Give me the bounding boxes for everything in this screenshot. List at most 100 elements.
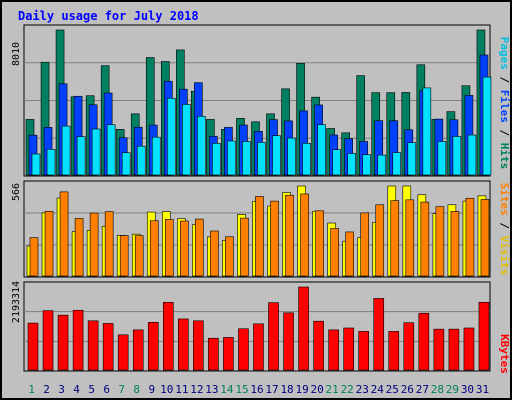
day-label: 22: [341, 383, 354, 396]
middle-sites-bar: [164, 219, 174, 277]
middle-sites-bar: [465, 197, 475, 277]
day-label: 17: [265, 383, 278, 396]
day-label: 11: [175, 383, 188, 396]
day-label: 19: [295, 383, 308, 396]
top-panel-scale-label: 8010: [11, 42, 22, 66]
middle-sites-bar: [255, 196, 264, 277]
top-pages-bar: [151, 136, 161, 176]
day-label: 30: [461, 383, 474, 396]
middle-sites-bar: [315, 210, 324, 277]
middle-sites-bar: [300, 193, 309, 277]
middle-sites-bar: [330, 228, 339, 277]
bottom-kbytes-bar: [448, 328, 460, 371]
top-pages-bar: [136, 145, 146, 176]
middle-sites-bar: [360, 212, 370, 277]
day-label: 28: [431, 383, 444, 396]
middle-sites-bar: [420, 201, 430, 277]
top-pages-bar: [76, 136, 86, 176]
middle-sites-bar: [450, 211, 460, 277]
bottom-kbytes-bar: [478, 301, 490, 371]
middle-sites-bar: [180, 220, 189, 277]
top-pages-bar: [91, 128, 101, 176]
middle-sites-bar: [285, 194, 294, 277]
top-pages-bar: [422, 87, 432, 176]
top-pages-bar: [392, 152, 402, 176]
bottom-kbytes-bar: [147, 322, 159, 371]
middle-sites-bar: [210, 230, 219, 277]
top-panel: [23, 24, 492, 177]
top-pages-bar: [377, 154, 387, 176]
top-panel-legend: Pages / Files / Hits: [498, 37, 511, 170]
day-label: 25: [386, 383, 399, 396]
bottom-kbytes-bar: [102, 323, 114, 371]
legend-part: KBytes: [498, 334, 511, 374]
bottom-panel: [23, 281, 491, 372]
day-label: 15: [235, 383, 248, 396]
bottom-kbytes-bar: [193, 320, 204, 371]
bottom-kbytes-bar: [358, 331, 370, 371]
legend-part: Files: [498, 90, 511, 123]
day-label: 9: [148, 383, 155, 396]
middle-sites-bar: [375, 204, 385, 277]
top-pages-bar: [407, 142, 417, 176]
chart-title: Daily usage for July 2018: [18, 9, 199, 23]
bottom-kbytes-bar: [87, 320, 99, 371]
top-pages-bar: [182, 104, 191, 176]
bottom-kbytes-bar: [238, 328, 249, 371]
day-label: 7: [118, 383, 125, 396]
bottom-kbytes-bar: [403, 322, 415, 371]
bottom-kbytes-bar: [132, 329, 144, 371]
day-label: 26: [401, 383, 414, 396]
top-pages-bar: [467, 134, 477, 176]
middle-sites-bar: [225, 236, 234, 277]
day-label: 10: [160, 383, 173, 396]
bottom-kbytes-bar: [223, 337, 234, 371]
middle-sites-bar: [345, 231, 354, 277]
legend-part: Pages: [498, 37, 511, 70]
bottom-kbytes-bar: [208, 337, 219, 371]
top-pages-bar: [242, 141, 251, 176]
bottom-kbytes-bar: [283, 312, 294, 371]
middle-sites-bar: [134, 235, 144, 277]
top-pages-bar: [317, 124, 326, 176]
day-label: 13: [205, 383, 218, 396]
middle-sites-bar: [59, 191, 69, 277]
bottom-kbytes-bar: [268, 302, 279, 371]
legend-part: Hits: [498, 143, 511, 170]
legend-part: /: [498, 216, 511, 236]
day-label: 18: [280, 383, 293, 396]
top-pages-bar: [46, 148, 56, 176]
top-pages-bar: [272, 135, 281, 176]
bottom-kbytes-bar: [253, 323, 264, 371]
legend-part: /: [498, 70, 511, 90]
bottom-kbytes-bar: [463, 327, 475, 371]
middle-sites-bar: [390, 200, 400, 277]
day-label: 23: [356, 383, 369, 396]
bottom-kbytes-bar: [418, 312, 430, 371]
day-labels: 1 2 3 4 5 6 7 8 9 10 11 12 13 14 15 16 17 18 19 20 21 22 23 24 2…: [28, 383, 489, 396]
middle-sites-bar: [44, 210, 54, 277]
top-pages-bar: [61, 125, 71, 176]
middle-sites-bar: [195, 218, 204, 277]
middle-sites-bar: [74, 218, 84, 277]
middle-sites-bar: [270, 200, 279, 277]
top-pages-bar: [302, 143, 311, 176]
middle-panel: [23, 180, 491, 278]
bottom-kbytes-bar: [373, 298, 385, 371]
day-label: 31: [476, 383, 489, 396]
day-label: 8: [133, 383, 140, 396]
middle-sites-bar: [480, 199, 490, 277]
bottom-kbytes-bar: [57, 314, 69, 371]
day-label: 3: [58, 383, 65, 396]
day-label: 21: [326, 383, 339, 396]
bottom-kbytes-bar: [313, 320, 324, 371]
top-pages-bar: [452, 136, 462, 176]
bottom-kbytes-bar: [27, 322, 39, 371]
day-label: 14: [220, 383, 234, 396]
top-pages-bar: [287, 137, 296, 176]
bottom-panel-legend: KBytes: [498, 334, 511, 374]
middle-sites-bar: [240, 217, 249, 277]
middle-sites-bar: [29, 237, 39, 277]
